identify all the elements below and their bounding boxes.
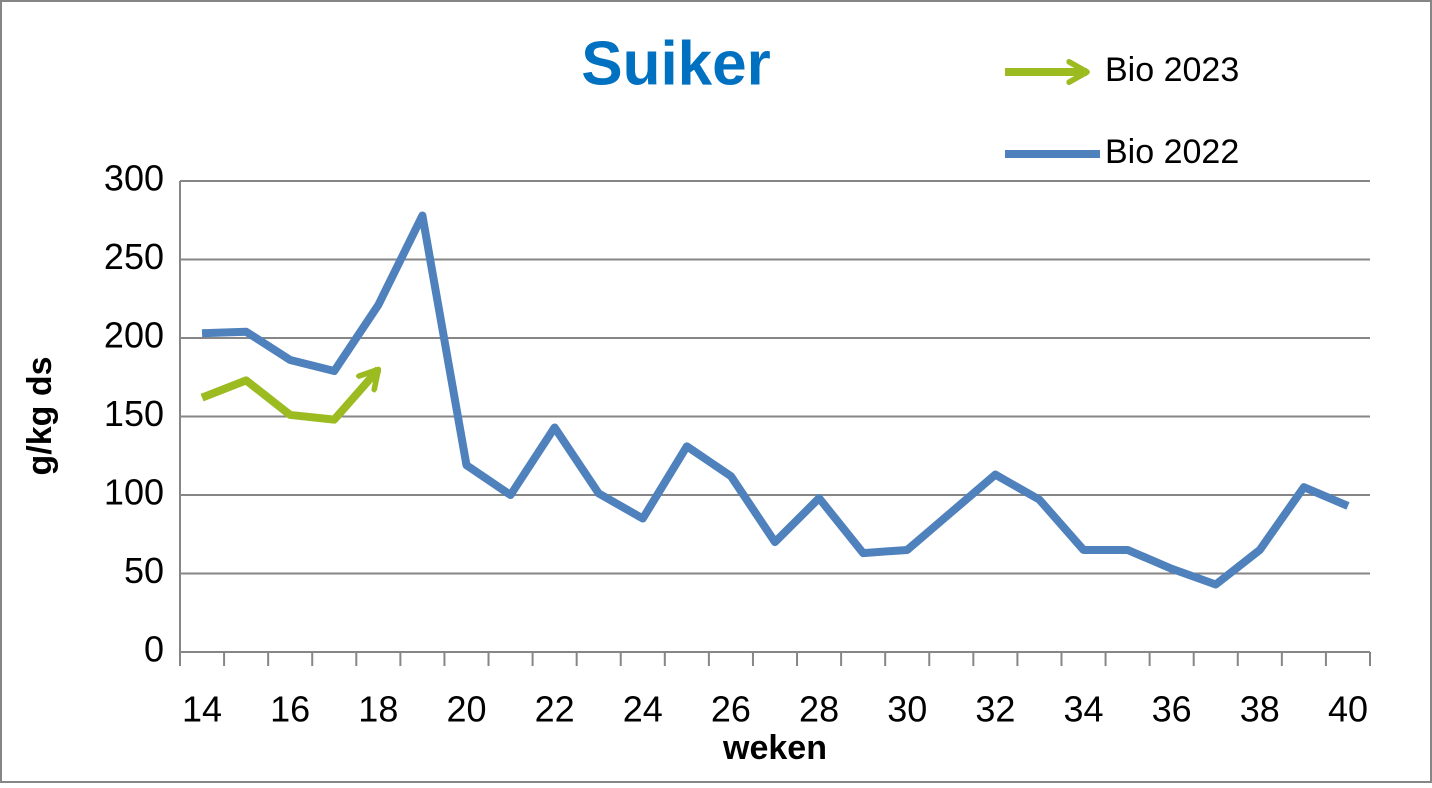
chart-title: Suiker	[581, 29, 771, 98]
x-tick-label: 38	[1240, 689, 1280, 730]
x-tick-label: 22	[535, 689, 575, 730]
y-tick-label: 50	[124, 550, 164, 591]
x-tick-label: 14	[182, 689, 222, 730]
x-tick-label: 30	[887, 689, 927, 730]
x-tick-label: 24	[623, 689, 663, 730]
legend-label: Bio 2023	[1105, 51, 1239, 89]
x-tick-label: 36	[1152, 689, 1192, 730]
x-tick-label: 16	[270, 689, 310, 730]
x-tick-label: 40	[1328, 689, 1368, 730]
x-tick-label: 32	[975, 689, 1015, 730]
y-tick-label: 0	[144, 629, 164, 670]
y-axis-label: g/kg ds	[21, 356, 59, 475]
series-line	[200, 369, 382, 424]
x-tick-label: 18	[358, 689, 398, 730]
x-axis-label: weken	[722, 729, 827, 767]
y-tick-label: 250	[104, 236, 164, 277]
x-tick-label: 28	[799, 689, 839, 730]
x-tick-label: 34	[1063, 689, 1103, 730]
y-tick-label: 300	[104, 158, 164, 199]
y-tick-label: 200	[104, 315, 164, 356]
series-line	[201, 211, 1350, 589]
y-tick-label: 150	[104, 393, 164, 434]
x-tick-label: 26	[711, 689, 751, 730]
x-tick-label: 20	[446, 689, 486, 730]
legend-label: Bio 2022	[1105, 133, 1239, 171]
y-tick-label: 100	[104, 472, 164, 513]
